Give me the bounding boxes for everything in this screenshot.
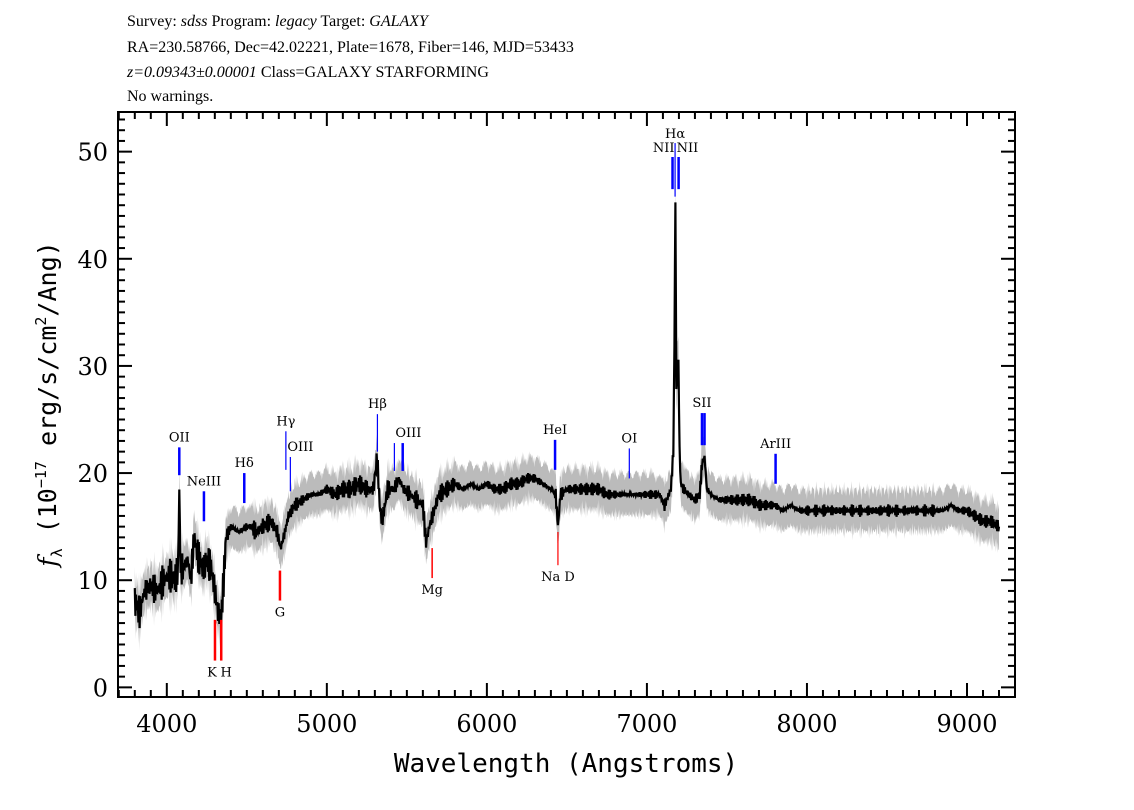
header-line-survey: Survey: sdss Program: legacy Target: GAL… [127, 12, 428, 32]
header-line-coords: RA=230.58766, Dec=42.02221, Plate=1678, … [127, 39, 574, 56]
line-label: H [221, 666, 232, 681]
flux-line [133, 202, 1001, 629]
y-tick-label: 20 [77, 460, 108, 488]
line-label: SII [692, 396, 711, 411]
y-axis-label: fλ (10−17 erg/s/cm2/Ang) [32, 241, 66, 568]
header-line-warnings: No warnings. [127, 88, 214, 105]
x-axis-label: Wavelength (Angstroms) [394, 749, 738, 779]
line-label: Hδ [235, 456, 254, 471]
survey-label: Survey: [127, 13, 181, 30]
x-tick-label: 6000 [456, 710, 517, 738]
y-tick-label: 50 [77, 139, 108, 167]
y-tick-label: 40 [77, 246, 108, 274]
line-label: Hγ [276, 414, 295, 429]
flux-series [133, 202, 1001, 629]
y-tick-label: 30 [77, 353, 108, 381]
line-label: HeI [543, 423, 567, 438]
line-label: Na D [541, 570, 575, 585]
x-tick-label: 7000 [616, 710, 677, 738]
x-tick-label: 8000 [776, 710, 837, 738]
line-label: OIII [395, 426, 421, 441]
plot-frame [117, 111, 1016, 698]
line-label: NII [653, 141, 675, 156]
target-value: GALAXY [369, 13, 428, 30]
line-label: Hα [665, 127, 685, 142]
redshift-value: z=0.09343±0.00001 [127, 64, 257, 81]
x-tick-label: 9000 [936, 710, 997, 738]
axes: 4000 5000 6000 7000 8000 9000 0 10 20 30 40 50 [77, 112, 1016, 738]
line-label: Mg [421, 583, 443, 598]
x-tick-label: 4000 [136, 710, 197, 738]
x-tick-label: 5000 [296, 710, 357, 738]
line-label: OII [169, 430, 190, 445]
line-label: Hβ [368, 397, 387, 412]
line-label: ArIII [759, 437, 791, 452]
line-label: NII [677, 141, 699, 156]
program-value: legacy [275, 13, 317, 30]
line-label: OI [621, 431, 637, 446]
line-label: NeIII [187, 474, 221, 489]
line-label: OIII [287, 440, 313, 455]
target-label: Target: [316, 13, 370, 30]
program-label: Program: [207, 13, 276, 30]
survey-value: sdss [180, 13, 208, 30]
y-tick-label: 10 [77, 567, 108, 595]
y-tick-label: 0 [93, 674, 108, 702]
class-value: Class=GALAXY STARFORMING [256, 64, 489, 81]
line-label: K [207, 666, 217, 681]
line-label: G [275, 606, 285, 621]
header-line-redshift: z=0.09343±0.00001 Class=GALAXY STARFORMI… [127, 63, 489, 83]
